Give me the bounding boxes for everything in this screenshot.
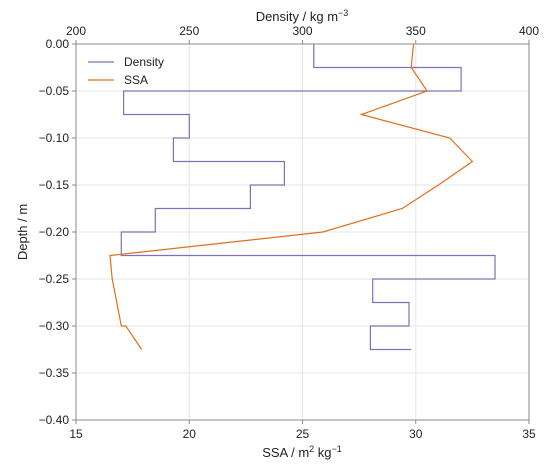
bottom-axis-label: SSA / m2 kg−1	[262, 444, 342, 460]
top-axis-label: Density / kg m−3	[256, 8, 349, 24]
y-tick-label: 0.00	[46, 37, 70, 51]
y-tick-label: −0.05	[39, 84, 70, 98]
x-top-tick-label: 200	[66, 24, 86, 38]
y-tick-label: −0.35	[39, 366, 70, 380]
x-top-tick-label: 350	[406, 24, 426, 38]
ticks: 0.00 −0.05 −0.10 −0.15 −0.20 −0.25 −0.30 −0.35 −…	[39, 24, 540, 441]
y-tick-label: −0.15	[39, 178, 70, 192]
x-bottom-tick-label: 25	[296, 427, 310, 441]
legend-label-density: Density	[124, 55, 164, 69]
x-bottom-tick-label: 35	[522, 427, 536, 441]
x-top-tick-label: 250	[179, 24, 199, 38]
y-tick-label: −0.10	[39, 131, 70, 145]
legend: Density SSA	[88, 55, 164, 87]
x-bottom-tick-label: 15	[69, 427, 83, 441]
series-ssa-line	[109, 43, 474, 350]
y-tick-label: −0.25	[39, 272, 70, 286]
y-tick-label: −0.40	[39, 413, 70, 427]
x-top-tick-label: 400	[519, 24, 539, 38]
y-tick-label: −0.30	[39, 319, 70, 333]
x-top-tick-label: 300	[292, 24, 312, 38]
y-axis-label: Depth / m	[15, 204, 30, 260]
legend-label-ssa: SSA	[124, 73, 148, 87]
x-bottom-tick-label: 30	[409, 427, 423, 441]
y-tick-label: −0.20	[39, 225, 70, 239]
series-density-line	[120, 44, 496, 351]
series-layer	[109, 43, 496, 351]
x-bottom-tick-label: 20	[183, 427, 197, 441]
